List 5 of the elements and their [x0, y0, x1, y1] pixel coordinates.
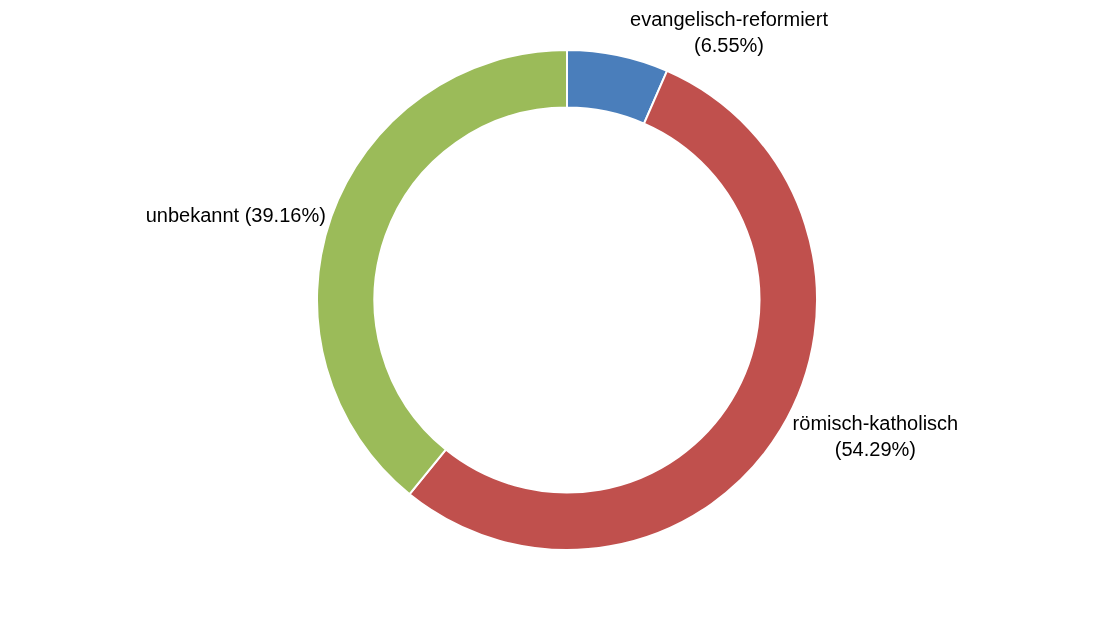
slice-label: unbekannt (39.16%): [145, 204, 326, 227]
slice-label: evangelisch-reformiert: [630, 8, 829, 31]
data-label: (54.29%): [834, 438, 916, 461]
slice-label: römisch-katholisch: [792, 412, 959, 435]
data-label: (6.55%): [694, 34, 765, 57]
